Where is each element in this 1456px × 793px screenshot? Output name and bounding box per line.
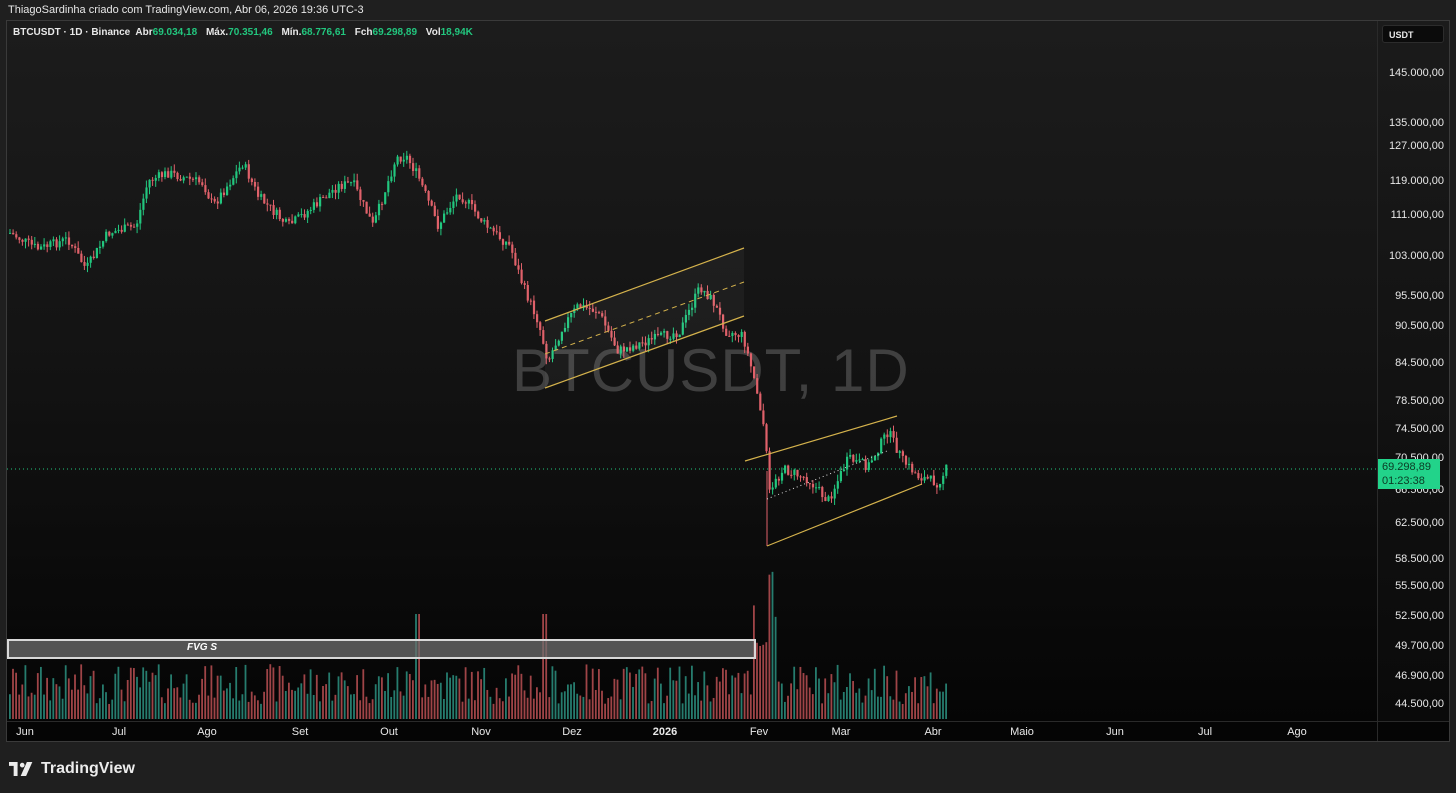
time-axis-label: Set xyxy=(291,726,309,738)
price-axis-label: 127.000,00 xyxy=(1388,140,1444,152)
time-axis-label: Fev xyxy=(749,726,769,738)
close-value: 69.298,89 xyxy=(372,27,418,38)
bar-countdown: 01:23:38 xyxy=(1382,475,1425,487)
price-axis-label: 119.000,00 xyxy=(1389,175,1444,187)
time-axis-label: Jun xyxy=(1106,726,1124,738)
time-axis-label: Mar xyxy=(831,726,851,738)
price-axis-label: 52.500,00 xyxy=(1395,610,1444,622)
time-axis-label: Dez xyxy=(562,726,582,738)
time-axis-label: Ago xyxy=(1287,726,1307,738)
tradingview-logo-icon xyxy=(9,762,33,776)
price-axis-label: 74.500,00 xyxy=(1395,423,1444,435)
price-axis-label: 46.900,00 xyxy=(1395,670,1444,682)
time-axis[interactable]: Jun Jul Ago Set Out Nov Dez 2026 Fev Mar Abr Maio Ju… xyxy=(7,721,1377,741)
time-axis-label: Out xyxy=(380,726,398,738)
chart-credit: ThiagoSardinha criado com TradingView.co… xyxy=(8,4,364,16)
tradingview-brand: TradingView xyxy=(9,760,135,778)
price-axis-label: 55.500,00 xyxy=(1395,580,1444,592)
time-axis-label: Jun xyxy=(16,726,34,738)
time-axis-label: Jul xyxy=(111,726,127,738)
open-value: 69.034,18 xyxy=(152,27,198,38)
time-axis-label: Maio xyxy=(1010,726,1034,738)
time-axis-label: Nov xyxy=(471,726,491,738)
plot-area[interactable]: BTCUSDT · 1D · Binance Abr69.034,18 Máx.… xyxy=(7,21,1377,721)
price-axis-label: 78.500,00 xyxy=(1395,395,1444,407)
ohlc-legend: BTCUSDT · 1D · Binance Abr69.034,18 Máx.… xyxy=(13,27,473,38)
price-axis-label: 84.500,00 xyxy=(1395,357,1444,369)
last-price-value: 69.298,89 xyxy=(1382,461,1431,473)
chart-frame: BTCUSDT · 1D · Binance Abr69.034,18 Máx.… xyxy=(6,20,1450,742)
time-axis-label: Jul xyxy=(1197,726,1213,738)
fvg-label: FVG S xyxy=(187,642,218,653)
axis-corner xyxy=(1377,721,1449,741)
price-axis-label: 135.000,00 xyxy=(1388,117,1444,129)
price-axis-label: 95.500,00 xyxy=(1395,290,1444,302)
price-axis-label: 145.000,00 xyxy=(1388,67,1444,79)
price-axis-label: 111.000,00 xyxy=(1390,209,1444,221)
fvg-zone[interactable]: FVG S xyxy=(7,639,756,659)
currency-button[interactable]: USDT xyxy=(1382,25,1444,43)
volume-value: 18,94K xyxy=(440,27,473,38)
price-axis-label: 58.500,00 xyxy=(1395,553,1444,565)
price-axis-label: 44.500,00 xyxy=(1395,698,1444,710)
symbol-title[interactable]: BTCUSDT · 1D · Binance xyxy=(13,27,131,38)
price-axis[interactable]: USDT 69.298,89 01:23:38 145.000,00 135.00… xyxy=(1377,21,1449,721)
time-axis-label: 2026 xyxy=(652,726,678,738)
price-axis-label: 103.000,00 xyxy=(1388,250,1444,262)
price-axis-label: 90.500,00 xyxy=(1395,320,1444,332)
price-axis-label: 62.500,00 xyxy=(1395,517,1444,529)
last-price-tag: 69.298,89 01:23:38 xyxy=(1378,459,1440,489)
high-value: 70.351,46 xyxy=(228,27,273,38)
time-axis-label: Ago xyxy=(197,726,217,738)
time-axis-label: Abr xyxy=(924,726,942,738)
low-value: 68.776,61 xyxy=(301,27,346,38)
candlestick-series xyxy=(7,150,1377,719)
brand-name: TradingView xyxy=(41,760,135,777)
price-axis-label: 49.700,00 xyxy=(1395,640,1444,652)
